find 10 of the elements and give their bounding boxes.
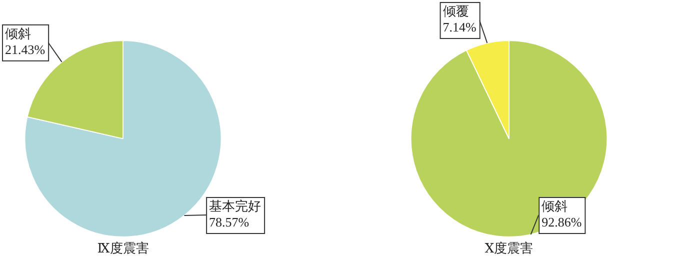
data-label: 78.57% [209,214,250,230]
data-label: 21.43% [5,42,46,57]
text: Ⅸ度震害 [97,240,149,256]
slice-label: 基本完好 [209,198,262,214]
text: Ⅹ度震害 [484,240,534,256]
slice-label: 倾斜 [5,26,31,41]
data-label: 7.14% [442,19,477,34]
slice-label: 倾斜 [542,198,568,214]
slice-label: 倾覆 [442,3,469,18]
data-label: 92.86% [542,214,582,230]
